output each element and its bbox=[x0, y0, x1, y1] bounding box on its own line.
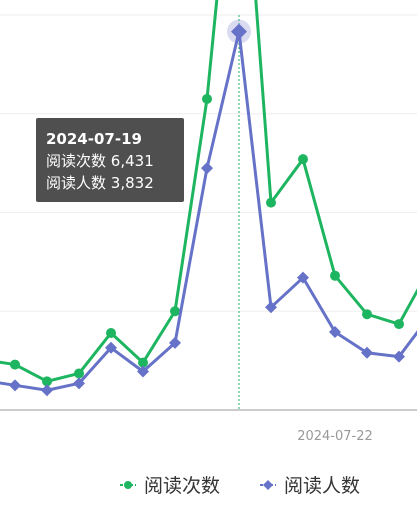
data-point-readers[interactable] bbox=[297, 271, 309, 284]
series-line-readers bbox=[0, 30, 417, 392]
data-point-readers[interactable] bbox=[329, 325, 341, 338]
data-point-reads[interactable] bbox=[330, 270, 340, 281]
legend-item-readers[interactable]: 阅读人数 bbox=[260, 475, 360, 497]
data-point-reads[interactable] bbox=[138, 357, 148, 368]
legend-marker-readers bbox=[263, 480, 273, 490]
data-point-reads[interactable] bbox=[394, 319, 404, 330]
data-point-reads[interactable] bbox=[42, 376, 52, 387]
tooltip-row-readers: 阅读人数 3,832 bbox=[46, 172, 174, 194]
data-point-reads[interactable] bbox=[362, 309, 372, 320]
legend: 阅读次数 阅读人数 bbox=[120, 475, 360, 497]
tooltip-date: 2024-07-19 bbox=[46, 130, 142, 148]
data-point-readers[interactable] bbox=[231, 23, 247, 40]
data-point-readers[interactable] bbox=[9, 379, 21, 392]
tooltip-label-reads: 阅读次数 bbox=[46, 152, 107, 170]
series-layer bbox=[0, 0, 417, 397]
tooltip-label-readers: 阅读人数 bbox=[46, 174, 107, 192]
x-axis-ticks: 2024-07-22 bbox=[297, 429, 373, 444]
data-point-readers[interactable] bbox=[393, 350, 405, 363]
tooltip-value-reads: 6,431 bbox=[110, 152, 154, 170]
x-tick-label: 2024-07-22 bbox=[297, 429, 373, 444]
data-point-readers[interactable] bbox=[73, 377, 85, 390]
data-point-readers[interactable] bbox=[137, 365, 149, 378]
series-line-reads bbox=[0, 0, 417, 383]
legend-marker-reads bbox=[124, 481, 132, 489]
data-point-reads[interactable] bbox=[202, 93, 212, 104]
legend-label-reads: 阅读次数 bbox=[144, 475, 220, 497]
tooltip-row-reads: 阅读次数 6,431 bbox=[46, 150, 174, 172]
data-point-readers[interactable] bbox=[201, 162, 213, 175]
legend-label-readers: 阅读人数 bbox=[284, 475, 360, 497]
data-point-readers[interactable] bbox=[169, 336, 181, 349]
data-point-readers[interactable] bbox=[361, 346, 373, 359]
data-point-readers[interactable] bbox=[105, 341, 117, 354]
tooltip-value-readers: 3,832 bbox=[110, 174, 154, 192]
data-point-reads[interactable] bbox=[10, 359, 20, 370]
data-point-reads[interactable] bbox=[74, 368, 84, 379]
chart-tooltip: 2024-07-19 阅读次数 6,431 阅读人数 3,832 bbox=[36, 118, 184, 202]
grid-lines bbox=[0, 14, 417, 312]
legend-item-reads[interactable]: 阅读次数 bbox=[120, 475, 220, 497]
data-point-reads[interactable] bbox=[298, 154, 308, 165]
data-point-reads[interactable] bbox=[266, 197, 276, 208]
data-point-reads[interactable] bbox=[106, 327, 116, 338]
data-point-readers[interactable] bbox=[41, 384, 53, 397]
data-point-readers[interactable] bbox=[265, 301, 277, 314]
data-point-reads[interactable] bbox=[170, 306, 180, 317]
